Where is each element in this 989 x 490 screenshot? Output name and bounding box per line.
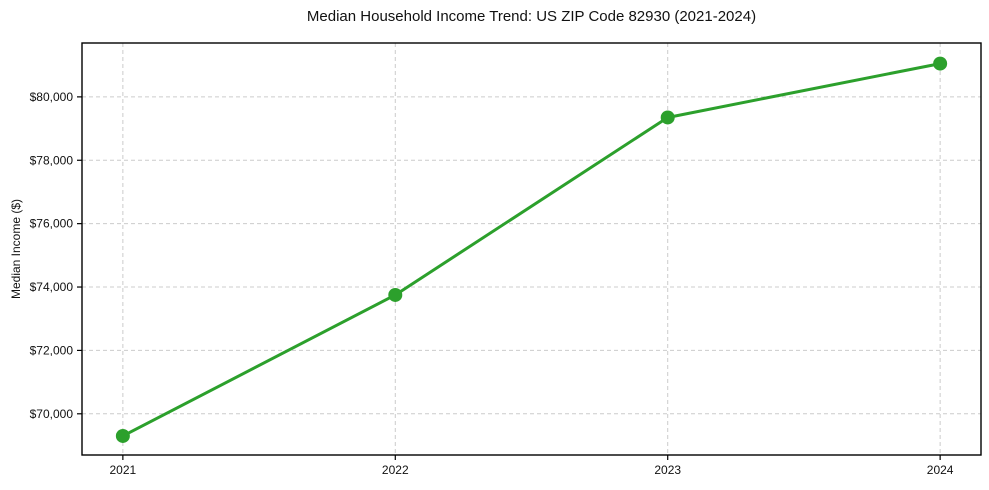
y-tick-label: $74,000 <box>30 280 74 294</box>
data-point-2022 <box>388 287 403 302</box>
plot-frame <box>81 42 982 456</box>
y-tick-label: $80,000 <box>30 90 74 104</box>
x-tick-label: 2021 <box>110 463 137 477</box>
data-point-2024 <box>933 56 948 71</box>
x-tick-label: 2024 <box>927 463 954 477</box>
trend-line <box>121 62 942 438</box>
y-tick-label: $72,000 <box>30 343 74 357</box>
chart-title: Median Household Income Trend: US ZIP Co… <box>306 8 757 25</box>
x-tick-label: 2023 <box>654 463 681 477</box>
y-tick-label: $70,000 <box>30 407 74 421</box>
x-tick-label: 2022 <box>382 463 409 477</box>
y-tick-label: $76,000 <box>30 217 74 231</box>
data-point-2021 <box>115 428 130 443</box>
y-tick-label: $78,000 <box>30 153 74 167</box>
data-point-2023 <box>660 110 675 125</box>
